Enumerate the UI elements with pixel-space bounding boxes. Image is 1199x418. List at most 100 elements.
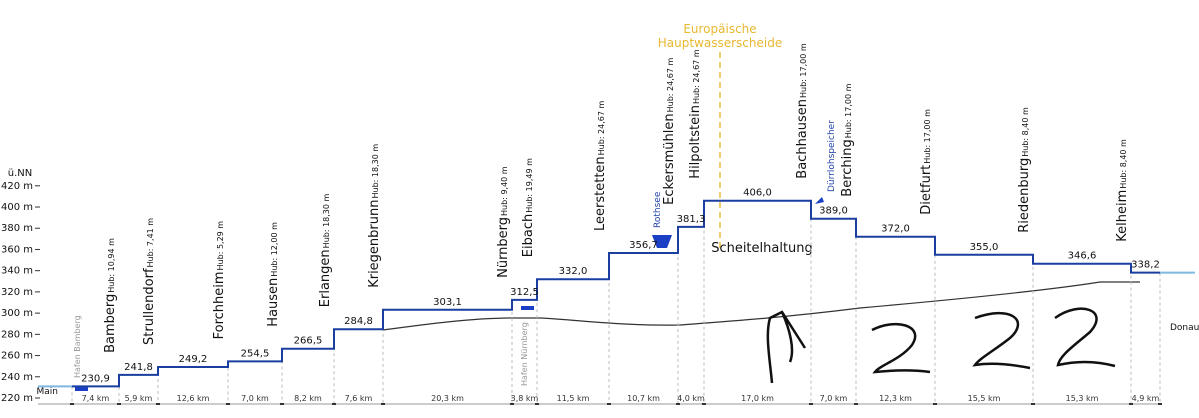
lock-lift: Hub: 17,00 m [923,109,932,164]
lock-label: StrullendorfHub: 7,41 m [142,218,157,345]
lock-name: Kelheim [1115,190,1130,242]
level-label: 230,9 [81,373,110,384]
reservoir-label: Dürrlohspeicher [827,120,837,192]
level-label: 266,5 [294,336,323,347]
axis-unit: ü.NN [8,168,32,179]
distance-label: 3,8 km [511,394,539,403]
level-label: 312,5 [510,287,539,298]
lock-lift: Hub: 8,40 m [1021,107,1030,157]
lock-name: Nürnberg [496,217,511,278]
reservoir-label: Rothsee [653,191,663,228]
lock-lift: Hub: 8,40 m [1119,139,1128,189]
lock-label: LeerstettenHub: 24,67 m [593,100,608,231]
lock-label: BambergHub: 10,94 m [103,238,118,353]
axis-tick-label: 240 m [1,372,33,383]
axis-tick-label: 260 m [1,351,33,362]
lock-name: Bachhausen [795,99,810,179]
distance-label: 7,0 km [820,394,848,403]
lock-lift: Hub: 9,40 m [500,166,509,216]
lock-name: Erlangen [318,249,333,307]
distance-label: 7,0 km [241,394,269,403]
lock-lift: Hub: 10,94 m [107,238,116,293]
distance-label: 10,7 km [627,394,660,403]
level-label: 332,0 [559,266,588,277]
lock-label: EckersmühlenHub: 24,67 m [662,58,677,205]
lock-label: KriegenbrunnHub: 18,30 m [367,144,382,288]
level-label: 303,1 [433,297,462,308]
lock-lift: Hub: 5,29 m [216,221,225,271]
axis-tick-label: 360 m [1,244,33,255]
lock-name: Hausen [266,278,281,327]
distance-label: 17,0 km [741,394,774,403]
distance-label: 20,3 km [431,394,464,403]
axis-tick-label: 280 m [1,329,33,340]
level-label: 406,0 [743,188,772,199]
lock-name: Riedenburg [1017,158,1032,233]
lock-name: Leerstetten [593,156,608,231]
level-label: 356,7 [629,240,658,251]
axis-tick-label: 220 m [1,393,33,404]
lock-lift: Hub: 18,30 m [371,144,380,199]
distance-label: 15,3 km [1066,394,1099,403]
distance-label: 12,3 km [879,394,912,403]
lock-name: Eibach [521,214,536,257]
level-label: 372,0 [881,224,910,235]
level-label: 355,0 [970,242,999,253]
lock-lift: Hub: 18,30 m [322,193,331,248]
watershed-label: Europäische [683,22,756,36]
lock-lift: Hub: 12,00 m [270,222,279,277]
lock-name: Strullendorf [142,268,157,345]
distance-label: 7,4 km [82,394,110,403]
lock-name: Forchheim [212,271,227,339]
start-river: Main [37,387,59,397]
harbor-label: Hafen Nürnberg [520,322,529,386]
lock-lift: Hub: 17,00 m [799,43,808,98]
lock-name: Dietfurt [919,165,934,215]
lock-lift: Hub: 7,41 m [146,218,155,268]
level-label: 346,6 [1068,251,1097,262]
lock-name: Hilpoltstein [688,105,703,179]
distance-label: 5,9 km [125,394,153,403]
distance-label: 15,5 km [968,394,1001,403]
lock-name: Eckersmühlen [662,113,677,205]
lock-label: EibachHub: 19,49 m [521,158,536,257]
lock-label: BerchingHub: 17,00 m [840,83,855,196]
distance-label: 7,6 km [345,394,373,403]
reservoir-icon [815,197,824,204]
lock-label: DietfurtHub: 17,00 m [919,109,934,215]
level-label: 249,2 [179,354,208,365]
axis-tick-label: 300 m [1,308,33,319]
lock-lift: Hub: 19,49 m [525,158,534,213]
lock-lift: Hub: 24,67 m [666,58,675,113]
distance-label: 8,2 km [294,394,322,403]
lock-name: Bamberg [103,294,118,353]
lock-label: KelheimHub: 8,40 m [1115,139,1130,242]
water-level [72,199,1160,388]
level-label: 389,0 [819,206,848,217]
lock-lift: Hub: 17,00 m [844,83,853,138]
distance-label: 11,5 km [557,394,590,403]
harbor-icon [75,386,88,391]
rothsee-icon [652,235,672,248]
lock-label: BachhausenHub: 17,00 m [795,43,810,179]
distance-label: 4,0 km [677,394,705,403]
end-river: Donau [1170,323,1199,333]
level-label: 381,3 [677,214,706,225]
lock-label: ErlangenHub: 18,30 m [318,193,333,307]
axis-tick-label: 400 m [1,202,33,213]
distance-label: 12,6 km [177,394,210,403]
summit-label: Scheitelhaltung [711,241,813,256]
lock-label: HausenHub: 12,00 m [266,222,281,327]
axis-tick-label: 320 m [1,287,33,298]
watershed-label: Hauptwasserscheide [658,36,782,50]
lock-label: NürnbergHub: 9,40 m [496,166,511,278]
axis-tick-label: 420 m [1,181,33,192]
lock-name: Berching [840,139,855,196]
lock-name: Kriegenbrunn [367,200,382,288]
level-label: 338,2 [1131,260,1160,271]
harbor-label: Hafen Bamberg [73,315,82,378]
scribbles [766,307,1116,384]
harbor-icon [521,306,534,310]
lock-label: RiedenburgHub: 8,40 m [1017,107,1032,233]
